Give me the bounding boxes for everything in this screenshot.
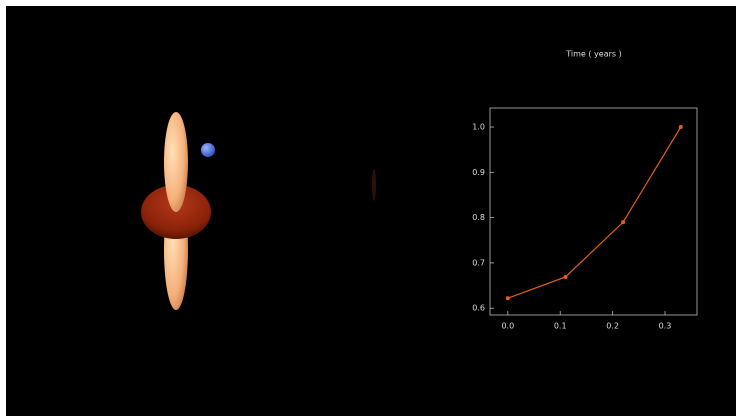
x-tick-label: 0.1 [554,322,567,331]
screen: Time ( years ) 0.0 0.1 0.2 0.3 0.6 0.7 0.8 0.9 1… [0,0,736,416]
x-tick-label: 0.2 [606,322,619,331]
x-tick-label: 0.0 [501,322,514,331]
y-tick-label: 1.0 [472,123,485,132]
point [506,296,510,300]
y-tick-label: 0.8 [472,213,485,222]
y-tick-label: 0.7 [472,258,485,267]
upper-lobe [164,112,188,212]
point [563,275,567,279]
satellite [201,143,215,157]
shadow [372,169,376,201]
viewport [6,6,736,416]
x-tick-label: 0.3 [659,322,672,331]
point [679,125,683,129]
chart-title: Time ( years ) [565,50,621,59]
y-tick-label: 0.6 [472,304,485,313]
point [621,220,625,224]
y-tick-label: 0.9 [472,168,485,177]
